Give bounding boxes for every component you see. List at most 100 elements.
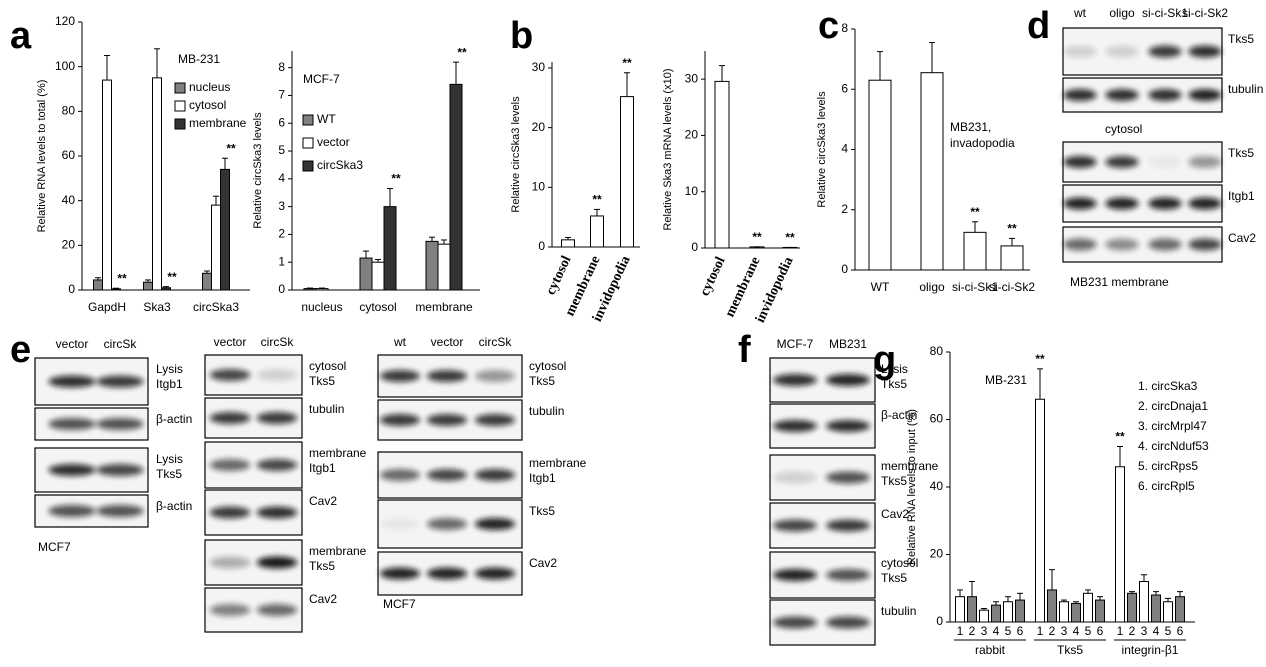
y-tick-label: 1 — [278, 254, 285, 268]
bar — [437, 243, 451, 291]
band — [1148, 89, 1182, 101]
y-tick-label: 10 — [685, 184, 699, 198]
band — [772, 519, 818, 532]
band — [1063, 45, 1097, 58]
legend-label: vector — [317, 135, 350, 149]
band — [474, 370, 516, 382]
row-label: Itgb1 — [529, 471, 556, 485]
legend-swatch — [302, 114, 314, 126]
band — [48, 375, 96, 388]
band — [96, 505, 144, 517]
band — [1148, 45, 1182, 58]
legend-label: membrane — [189, 116, 247, 130]
band — [379, 567, 421, 580]
bar — [1163, 601, 1173, 623]
band — [209, 604, 251, 616]
band — [474, 414, 516, 426]
x-tick-label: 1 — [957, 624, 964, 638]
lane-label: wt — [393, 335, 407, 349]
band — [825, 420, 871, 432]
bar — [211, 204, 221, 291]
band — [209, 412, 251, 424]
bar — [1059, 601, 1069, 623]
bar — [303, 288, 317, 291]
row-label: Tks5 — [1228, 32, 1254, 46]
band — [1105, 238, 1139, 251]
band — [209, 506, 251, 519]
x-tick-label: cytosol — [544, 254, 575, 298]
legend-label: cytosol — [189, 98, 226, 112]
band — [96, 375, 144, 388]
panel-label: b — [510, 15, 533, 57]
x-tick-label: si-ci-Sk1 — [952, 280, 998, 294]
legend-label: WT — [317, 112, 336, 126]
legend-item: 6. circRpl5 — [1138, 479, 1195, 493]
band — [1188, 45, 1222, 58]
band — [256, 604, 298, 616]
bar — [102, 79, 112, 291]
y-tick-label: 4 — [841, 142, 848, 156]
row-label: Lysis — [156, 452, 183, 466]
y-tick-label: 7 — [278, 88, 285, 102]
bar — [1003, 601, 1013, 623]
bar — [1175, 596, 1185, 623]
band — [1188, 156, 1222, 168]
y-axis-label: Relative RNA levels to total (%) — [36, 80, 48, 233]
y-tick-label: 10 — [532, 179, 546, 193]
band — [48, 505, 96, 517]
band — [474, 469, 516, 481]
row-label: Cav2 — [309, 494, 337, 508]
x-tick-label: 5 — [1005, 624, 1012, 638]
row-label: β-actin — [156, 499, 192, 513]
panel-label: e — [10, 329, 31, 371]
band — [426, 567, 468, 580]
band — [772, 420, 818, 432]
lane-label: circSk — [104, 337, 138, 351]
y-tick-label: 3 — [278, 199, 285, 213]
row-label: tubulin — [1228, 82, 1263, 96]
x-tick-label: 3 — [1141, 624, 1148, 638]
row-label: Lysis — [156, 362, 183, 376]
annotation: MB231, — [950, 120, 991, 134]
y-tick-label: 120 — [55, 14, 75, 28]
x-tick-label: GapdH — [88, 300, 126, 314]
bar — [1151, 594, 1161, 623]
y-tick-label: 8 — [841, 21, 848, 35]
row-label: Tks5 — [529, 504, 555, 518]
y-tick-label: 20 — [685, 128, 699, 142]
x-tick-label: 3 — [1061, 624, 1068, 638]
band — [1105, 156, 1139, 168]
significance: ** — [622, 56, 632, 70]
panel-label: c — [818, 5, 839, 47]
x-tick-label: 2 — [969, 624, 976, 638]
y-tick-label: 40 — [930, 479, 944, 493]
x-tick-label: 4 — [1073, 624, 1080, 638]
x-tick-label: 1 — [1037, 624, 1044, 638]
bar — [220, 168, 230, 291]
band — [96, 464, 144, 476]
legend-swatch — [174, 82, 186, 94]
band — [256, 556, 298, 569]
band — [209, 556, 251, 569]
band — [825, 519, 871, 532]
bar — [202, 272, 212, 291]
x-tick-label: 4 — [993, 624, 1000, 638]
y-tick-label: 60 — [930, 412, 944, 426]
significance: ** — [592, 193, 602, 207]
row-label: β-actin — [881, 408, 917, 422]
band — [825, 471, 871, 484]
bar — [143, 281, 153, 291]
band — [825, 569, 871, 581]
significance: ** — [226, 141, 236, 155]
group-label: Tks5 — [1057, 643, 1083, 657]
row-label: Tks5 — [309, 559, 335, 573]
x-tick-label: 2 — [1129, 624, 1136, 638]
lane-label: vector — [214, 335, 247, 349]
band — [772, 374, 818, 386]
row-label: β-actin — [156, 412, 192, 426]
bar — [955, 596, 965, 623]
band — [256, 459, 298, 471]
legend-item: 3. circMrpl47 — [1138, 419, 1207, 433]
bar — [1035, 398, 1045, 623]
y-tick-label: 6 — [841, 81, 848, 95]
